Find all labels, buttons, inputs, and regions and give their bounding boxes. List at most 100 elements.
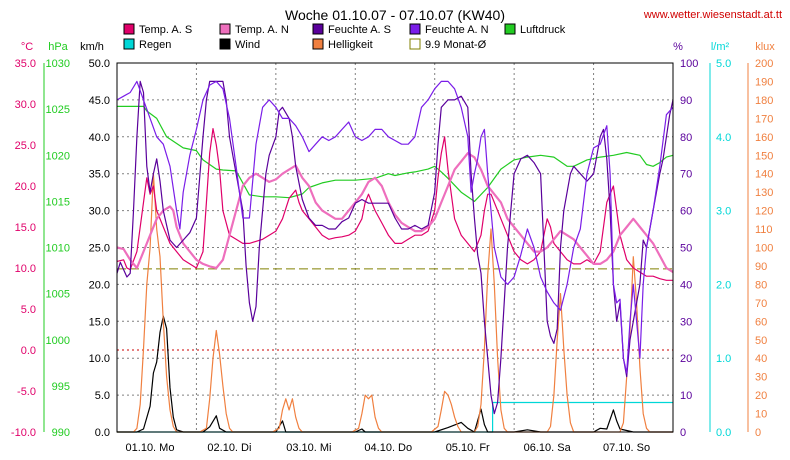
- legend-swatch-regen: [123, 38, 135, 50]
- hpa-tick-label: 1000: [46, 335, 70, 347]
- unit-klux: klux: [755, 41, 775, 53]
- kmh-tick-label: 0.0: [95, 427, 110, 439]
- series-luftdruck: [117, 105, 674, 202]
- klux-tick-label: 200: [755, 58, 773, 70]
- plot-frame: [116, 62, 674, 433]
- kmh-tick-label: 45.0: [89, 95, 110, 107]
- percent-tick-label: 80: [680, 132, 692, 144]
- celsius-tick-label: 25.0: [15, 140, 36, 152]
- percent-tick-label: 10: [680, 390, 692, 402]
- unit-celsius: °C: [21, 41, 33, 53]
- celsius-tick-label: 20.0: [15, 181, 36, 193]
- legend-swatch-temp_s: [123, 23, 135, 35]
- x-tick-label: 07.10. So: [603, 442, 650, 454]
- x-tick-label: 02.10. Di: [207, 442, 251, 454]
- legend-swatch-monat: [409, 38, 421, 50]
- celsius-tick-label: 15.0: [15, 222, 36, 234]
- x-tick-label: 05.10. Fr: [446, 442, 490, 454]
- celsius-tick-label: -5.0: [17, 386, 36, 398]
- unit-percent: %: [673, 41, 683, 53]
- klux-tick-label: 130: [755, 187, 773, 199]
- x-tick-label: 01.10. Mo: [126, 442, 175, 454]
- klux-tick-label: 30: [755, 372, 767, 384]
- percent-tick-label: 70: [680, 169, 692, 181]
- legend-swatch-temp_n: [219, 23, 231, 35]
- kmh-tick-label: 20.0: [89, 279, 110, 291]
- unit-kmh: km/h: [80, 41, 104, 53]
- percent-tick-label: 90: [680, 95, 692, 107]
- percent-tick-label: 50: [680, 243, 692, 255]
- klux-tick-label: 0: [755, 427, 761, 439]
- celsius-tick-label: 10.0: [15, 263, 36, 275]
- x-tick-label: 04.10. Do: [364, 442, 412, 454]
- kmh-tick-label: 10.0: [89, 353, 110, 365]
- legend-swatch-feuchte_s: [312, 23, 324, 35]
- hpa-tick-label: 1015: [46, 196, 70, 208]
- celsius-tick-label: -10.0: [11, 427, 36, 439]
- percent-tick-label: 40: [680, 279, 692, 291]
- legend-swatch-feuchte_n: [409, 23, 421, 35]
- source-link[interactable]: www.wetter.wiesenstadt.at.tt: [643, 9, 782, 21]
- kmh-tick-label: 50.0: [89, 58, 110, 70]
- series-feuchte_s: [116, 80, 674, 415]
- klux-tick-label: 180: [755, 95, 773, 107]
- percent-tick-label: 0: [680, 427, 686, 439]
- legend-label-temp_n: Temp. A. N: [235, 24, 289, 36]
- hpa-tick-label: 1005: [46, 289, 70, 301]
- rain-tick-label: 4.0: [716, 132, 731, 144]
- klux-tick-label: 10: [755, 409, 767, 421]
- klux-tick-label: 120: [755, 206, 773, 218]
- unit-hpa: hPa: [48, 41, 68, 53]
- kmh-tick-label: 5.0: [95, 390, 110, 402]
- hpa-tick-label: 995: [52, 381, 70, 393]
- x-tick-label: 06.10. Sa: [524, 442, 572, 454]
- klux-tick-label: 170: [755, 113, 773, 125]
- rain-tick-label: 5.0: [716, 58, 731, 70]
- legend-swatch-helligkeit: [312, 38, 324, 50]
- klux-tick-label: 190: [755, 76, 773, 88]
- klux-tick-label: 50: [755, 335, 767, 347]
- klux-tick-label: 110: [755, 224, 773, 236]
- legend-label-luftdruck: Luftdruck: [520, 24, 566, 36]
- legend-label-feuchte_n: Feuchte A. N: [425, 24, 489, 36]
- klux-tick-label: 40: [755, 353, 767, 365]
- celsius-tick-label: 0.0: [21, 345, 36, 357]
- legend-label-feuchte_s: Feuchte A. S: [328, 24, 391, 36]
- rain-tick-label: 2.0: [716, 279, 731, 291]
- percent-tick-label: 30: [680, 316, 692, 328]
- hpa-tick-label: 990: [52, 427, 70, 439]
- klux-tick-label: 150: [755, 150, 773, 162]
- legend-label-monat: 9.9 Monat-Ø: [425, 39, 487, 51]
- percent-tick-label: 20: [680, 353, 692, 365]
- plot-border: [116, 62, 674, 433]
- kmh-tick-label: 35.0: [89, 169, 110, 181]
- kmh-tick-label: 25.0: [89, 243, 110, 255]
- kmh-tick-label: 40.0: [89, 132, 110, 144]
- legend-swatch-wind: [219, 38, 231, 50]
- rain-tick-label: 1.0: [716, 353, 731, 365]
- hpa-tick-label: 1025: [46, 104, 70, 116]
- celsius-tick-label: 5.0: [21, 304, 36, 316]
- chart-title: Woche 01.10.07 - 07.10.07 (KW40): [285, 7, 505, 23]
- percent-tick-label: 100: [680, 58, 698, 70]
- series-wind: [117, 315, 673, 433]
- rain-tick-label: 0.0: [716, 427, 731, 439]
- klux-tick-label: 60: [755, 316, 767, 328]
- klux-tick-label: 100: [755, 243, 773, 255]
- grid: [117, 63, 673, 432]
- series-helligkeit: [117, 173, 673, 433]
- axes: 35.0 30.0 25.0 20.0 15.0 10.0 5.0 0.0 -5.0 -10.0 1…: [11, 58, 773, 454]
- klux-tick-label: 90: [755, 261, 767, 273]
- percent-tick-label: 60: [680, 206, 692, 218]
- legend-label-helligkeit: Helligkeit: [328, 39, 373, 51]
- axis-units: °C hPa km/h% l/m² klux: [21, 41, 775, 53]
- series-regen: [117, 401, 673, 433]
- legend-label-regen: Regen: [139, 39, 171, 51]
- klux-tick-label: 70: [755, 298, 767, 310]
- celsius-tick-label: 35.0: [15, 58, 36, 70]
- hpa-tick-label: 1020: [46, 150, 70, 162]
- klux-tick-label: 20: [755, 390, 767, 402]
- unit-rain: l/m²: [711, 41, 730, 53]
- legend: Temp. A. S Temp. A. N Feuchte A. S Feuchte …: [123, 23, 566, 51]
